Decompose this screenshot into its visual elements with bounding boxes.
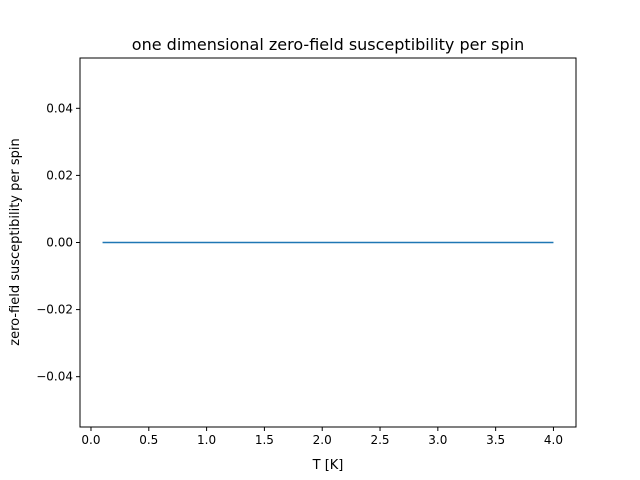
x-tick-label: 2.5: [370, 433, 389, 447]
x-tick-label: 2.0: [313, 433, 332, 447]
x-tick-label: 1.0: [197, 433, 216, 447]
x-axis-ticks: 0.0 0.5 1.0 1.5 2.0 2.5 3.0 3.5 4.0: [81, 427, 563, 447]
chart-title: one dimensional zero-field susceptibilit…: [132, 35, 524, 54]
x-tick-label: 1.5: [255, 433, 274, 447]
y-tick-label: 0.04: [46, 101, 73, 115]
y-tick-label: −0.04: [36, 370, 73, 384]
y-axis-ticks: −0.04 −0.02 0.00 0.02 0.04: [36, 101, 80, 384]
x-tick-label: 0.0: [81, 433, 100, 447]
x-tick-label: 4.0: [544, 433, 563, 447]
y-tick-label: 0.00: [46, 236, 73, 250]
y-axis-label: zero-field susceptibility per spin: [8, 138, 23, 345]
y-tick-label: 0.02: [46, 168, 73, 182]
x-tick-label: 3.0: [428, 433, 447, 447]
x-tick-label: 3.5: [486, 433, 505, 447]
y-tick-label: −0.02: [36, 303, 73, 317]
x-tick-label: 0.5: [139, 433, 158, 447]
x-axis-label: T [K]: [312, 458, 344, 473]
